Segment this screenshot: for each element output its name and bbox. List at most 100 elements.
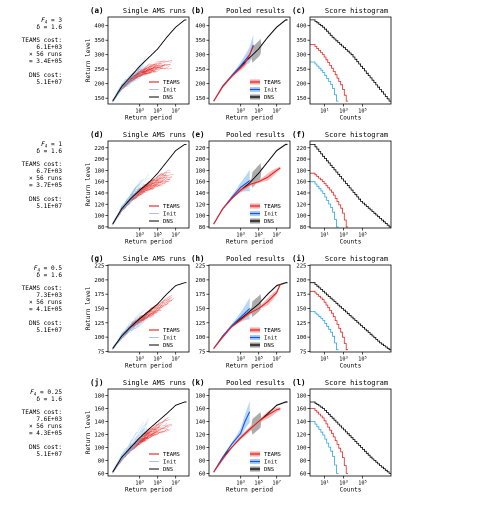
teams-band bbox=[213, 282, 281, 350]
legend-label: TEAMS bbox=[264, 204, 281, 210]
y-tick-label: 160 bbox=[94, 406, 104, 412]
row-info-line: 5.1E+07 bbox=[36, 327, 62, 334]
panel-a: (a) Single AMS runs 150 200 250 300 350 400 103 1… bbox=[85, 6, 190, 122]
y-tick-label: 120 bbox=[195, 202, 205, 208]
x-tick-label: 101 bbox=[320, 231, 329, 239]
plot-area bbox=[213, 143, 288, 225]
x-tick-label: 103 bbox=[339, 479, 348, 487]
x-tick-label: 107 bbox=[171, 479, 180, 487]
plot-area bbox=[112, 19, 187, 103]
y-tick-label: 120 bbox=[94, 202, 104, 208]
row-info-line: 7.6E+03 bbox=[36, 416, 62, 423]
panel-title: Single AMS runs bbox=[123, 379, 186, 387]
hist-marker bbox=[356, 58, 358, 60]
plot-area bbox=[112, 143, 187, 226]
x-axis-label: Return period bbox=[125, 487, 172, 494]
hist-marker bbox=[318, 148, 320, 150]
row-info-line: = 4.3E+05 bbox=[29, 430, 62, 437]
panel-h: (h) Pooled results 75 100 125 150 175 200 225 103… bbox=[191, 254, 291, 370]
hist-marker bbox=[360, 444, 362, 446]
plot-area bbox=[310, 401, 391, 474]
hist-marker bbox=[356, 194, 358, 196]
axes-frame bbox=[107, 388, 190, 477]
y-tick-label: 100 bbox=[296, 214, 306, 220]
x-axis-label: Return period bbox=[226, 115, 273, 122]
ams-run-line bbox=[112, 192, 144, 224]
dns-histogram bbox=[310, 144, 391, 228]
init-histogram bbox=[310, 311, 339, 351]
y-tick-label: 160 bbox=[296, 180, 306, 186]
hist-marker bbox=[325, 28, 327, 30]
y-tick-label: 200 bbox=[296, 82, 306, 88]
ams-run-line bbox=[112, 176, 173, 226]
teams-line bbox=[213, 167, 281, 225]
y-tick-label: 350 bbox=[195, 38, 205, 44]
ams-run-line bbox=[112, 430, 153, 472]
y-tick-label: 160 bbox=[195, 406, 205, 412]
x-tick-label: 103 bbox=[236, 231, 245, 239]
x-tick-label: 105 bbox=[358, 107, 367, 115]
hist-marker bbox=[322, 153, 324, 155]
legend-label: TEAMS bbox=[163, 204, 180, 210]
hist-marker bbox=[363, 202, 365, 204]
ams-run-line bbox=[112, 417, 169, 472]
x-tick-label: 107 bbox=[272, 107, 281, 115]
y-tick-label: 75 bbox=[300, 349, 307, 355]
hist-marker bbox=[337, 171, 339, 173]
panel-letter: (j) bbox=[90, 378, 104, 387]
y-tick-label: 180 bbox=[94, 393, 104, 399]
axes-frame bbox=[208, 16, 291, 105]
row-info-line: δ = 1.6 bbox=[36, 396, 62, 403]
x-tick-label: 103 bbox=[236, 355, 245, 363]
legend-label: TEAMS bbox=[264, 452, 281, 458]
y-axis-label: Return level bbox=[85, 286, 92, 330]
y-tick-label: 140 bbox=[195, 191, 205, 197]
row-info-line: × 56 runs bbox=[29, 423, 62, 430]
dns-histogram bbox=[310, 282, 391, 351]
axes-frame bbox=[107, 16, 190, 105]
hist-marker bbox=[382, 343, 384, 345]
init-band bbox=[213, 400, 250, 473]
legend-label: TEAMS bbox=[264, 328, 281, 334]
panel-f: (f) Score histogram 80 100 120 140 160 180 200 22… bbox=[292, 130, 392, 246]
hist-marker bbox=[375, 337, 377, 339]
panel-c: (c) Score histogram 150 200 250 300 350 400 101 1… bbox=[292, 6, 392, 122]
y-tick-label: 200 bbox=[195, 82, 205, 88]
plot-area bbox=[213, 281, 288, 350]
row-info-line: δ = 1.6 bbox=[36, 272, 62, 279]
panel-title: Score histogram bbox=[325, 7, 388, 15]
x-tick-label: 103 bbox=[135, 355, 144, 363]
hist-marker bbox=[337, 302, 339, 304]
y-tick-label: 80 bbox=[199, 225, 206, 231]
x-axis-label: Counts bbox=[340, 487, 362, 494]
y-tick-label: 175 bbox=[296, 292, 306, 298]
x-tick-label: 105 bbox=[153, 355, 162, 363]
panel-letter: (k) bbox=[191, 378, 205, 387]
row-info-line: DNS cost: bbox=[29, 72, 62, 79]
hist-marker bbox=[333, 167, 335, 169]
init-run-line bbox=[112, 439, 133, 473]
row-info-line: TEAMS cost: bbox=[22, 409, 62, 416]
y-tick-label: 300 bbox=[94, 53, 104, 59]
ams-run-line bbox=[112, 178, 171, 224]
legend-label: TEAMS bbox=[163, 452, 180, 458]
y-tick-label: 140 bbox=[195, 419, 205, 425]
y-tick-label: 400 bbox=[94, 24, 104, 30]
ams-run-line bbox=[112, 431, 158, 473]
panel-b: (b) Pooled results 150 200 250 300 350 400 103 10… bbox=[191, 6, 291, 122]
legend-label: Init bbox=[264, 336, 277, 342]
plot-area bbox=[213, 19, 288, 102]
row-info-line: = 3.7E+05 bbox=[29, 182, 62, 189]
legend-label: DNS bbox=[264, 95, 274, 101]
axes-frame bbox=[309, 16, 392, 105]
hist-marker bbox=[348, 433, 350, 435]
y-tick-label: 250 bbox=[94, 67, 104, 73]
panel-letter: (b) bbox=[191, 6, 205, 15]
y-tick-label: 160 bbox=[296, 406, 306, 412]
x-axis-label: Return period bbox=[226, 239, 273, 246]
hist-marker bbox=[352, 316, 354, 318]
panel-letter: (a) bbox=[90, 6, 104, 15]
y-tick-label: 220 bbox=[296, 146, 306, 152]
y-tick-label: 100 bbox=[94, 214, 104, 220]
y-tick-label: 350 bbox=[94, 38, 104, 44]
